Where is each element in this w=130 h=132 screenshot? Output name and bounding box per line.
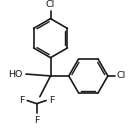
Text: Cl: Cl <box>116 71 126 80</box>
Text: F: F <box>34 116 39 125</box>
Text: F: F <box>19 96 24 105</box>
Text: HO: HO <box>8 70 22 79</box>
Text: Cl: Cl <box>46 0 55 9</box>
Text: F: F <box>49 96 55 105</box>
